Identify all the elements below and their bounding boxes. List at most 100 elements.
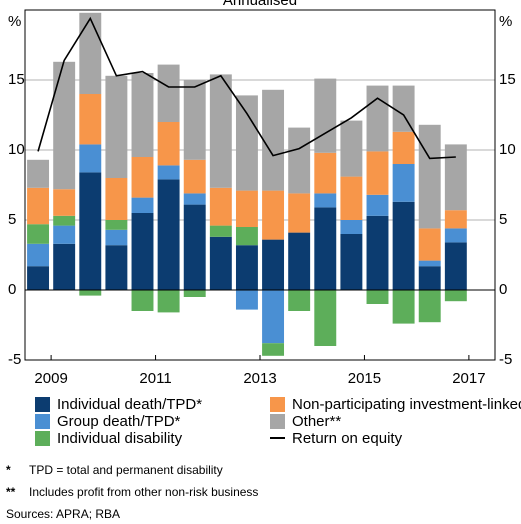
bar-segment [235, 245, 258, 290]
bar-segment [235, 227, 258, 246]
note-mark: ** [6, 485, 16, 499]
bar-segment [209, 187, 232, 226]
bar-segment [157, 179, 180, 290]
bar-segment [444, 290, 467, 302]
bar-segment [418, 124, 441, 229]
x-tick-label: 2013 [243, 370, 276, 387]
bar-segment [27, 243, 50, 267]
y-tick-label: -5 [8, 351, 21, 368]
legend-swatch [35, 397, 50, 412]
bar-segment [235, 95, 258, 191]
bar-segment [444, 210, 467, 229]
bar-segment [209, 236, 232, 290]
y2-tick-label: 10 [499, 141, 516, 158]
bar-segment [262, 190, 285, 240]
bar-segment [183, 204, 206, 290]
bar-segment [209, 225, 232, 237]
bar-segment [53, 189, 76, 216]
bar-segment [131, 213, 154, 290]
bar-segment [392, 164, 415, 202]
note-text: TPD = total and permanent disability [29, 463, 223, 477]
bar-segment [392, 131, 415, 164]
bar-segment [131, 157, 154, 198]
bar-segment [105, 220, 128, 230]
bar-segment [105, 245, 128, 290]
legend-swatch [35, 414, 50, 429]
y-axis-label: % [8, 13, 21, 30]
plot-frame [24, 9, 496, 361]
bar-segment [366, 215, 389, 290]
bar-segment [131, 197, 154, 213]
bar-segment [418, 260, 441, 267]
bar-segment [27, 224, 50, 244]
bar-segment [183, 290, 206, 297]
bar-segment [209, 74, 232, 188]
bar-segment [314, 290, 337, 346]
y2-tick-label: 15 [499, 71, 516, 88]
legend-swatch [270, 397, 285, 412]
bar-segment [262, 290, 285, 344]
y-tick-label: 15 [8, 71, 25, 88]
bar-segment [366, 290, 389, 304]
y-tick-label: 5 [8, 211, 16, 228]
legend-label: Return on equity [292, 430, 403, 447]
bar-segment [105, 75, 128, 178]
bar-segment [79, 144, 102, 173]
bar-segment [27, 159, 50, 188]
bar-segment [183, 80, 206, 160]
bar-segment [392, 85, 415, 132]
bar-segment [79, 290, 102, 296]
bar-segment [288, 232, 311, 290]
bar-segment [131, 73, 154, 157]
sources: Sources: APRA; RBA [6, 507, 120, 521]
bar-segment [262, 239, 285, 290]
bar-segment [53, 225, 76, 244]
bar-segment [314, 152, 337, 194]
bar-segment [340, 234, 363, 290]
bar-segment [235, 290, 258, 310]
legend-swatch [35, 431, 50, 446]
note-mark: * [6, 463, 11, 477]
legend-label: Other** [292, 413, 341, 430]
bar-segment [418, 228, 441, 261]
legend-label: Group death/TPD* [57, 413, 181, 430]
x-tick-label: 2015 [348, 370, 381, 387]
bar-segment [366, 151, 389, 195]
bar-segment [444, 242, 467, 290]
bar-segment [444, 228, 467, 243]
legend-label: Individual disability [57, 430, 183, 447]
bar-segment [418, 290, 441, 323]
bar-segment [262, 343, 285, 356]
bar-segment [105, 178, 128, 220]
bar-segment [27, 266, 50, 290]
y-tick-label: 10 [8, 141, 25, 158]
chart-subtitle: Annualised [223, 0, 297, 9]
bar-segment [340, 220, 363, 234]
bar-segment [105, 229, 128, 246]
bar-segment [131, 290, 154, 311]
bar-segment [79, 94, 102, 145]
bar-segment [366, 85, 389, 152]
bar-segment [183, 193, 206, 205]
line-series [37, 16, 456, 160]
y-tick-label: 0 [8, 281, 16, 298]
bar-segment [288, 127, 311, 194]
bar-segment [314, 78, 337, 153]
bar-segment [235, 190, 258, 227]
legend-swatch [270, 414, 285, 429]
y2-tick-label: 5 [499, 211, 507, 228]
bar-segment [340, 120, 363, 177]
legend-label: Individual death/TPD* [57, 396, 202, 413]
bar-segment [392, 290, 415, 324]
bar-segment [444, 144, 467, 211]
bar-segment [392, 201, 415, 290]
bar-segment [53, 243, 76, 290]
bar-segment [157, 165, 180, 180]
bar-segment [183, 159, 206, 194]
bar-segment [79, 12, 102, 94]
bar-segment [418, 266, 441, 290]
bar-segment [27, 187, 50, 225]
legend-label: Non-participating investment-linked [292, 396, 521, 413]
bar-segment [262, 89, 285, 191]
